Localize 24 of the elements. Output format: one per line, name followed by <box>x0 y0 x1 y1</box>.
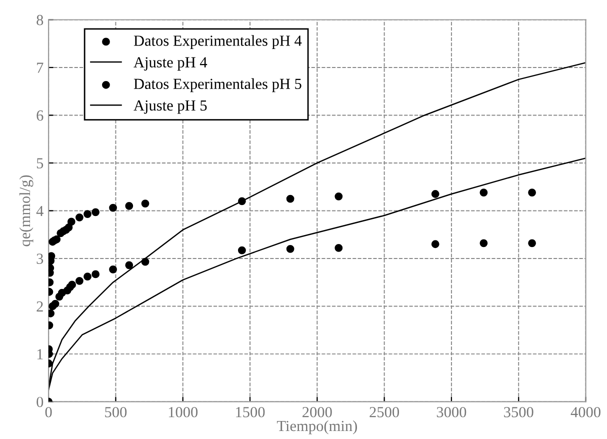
legend-label: Ajuste pH 5 <box>134 100 207 114</box>
y-tick-label: 0 <box>36 396 44 408</box>
legend-label: Datos Experimentales pH 5 <box>134 78 302 92</box>
y-tick-label: 3 <box>36 254 44 264</box>
legend-label: Datos Experimentales pH 4 <box>134 35 302 49</box>
x-axis-title: Tiempo(min) <box>276 420 357 434</box>
y-tick-label: 1 <box>37 349 43 360</box>
y-tick-label: 6 <box>36 110 44 121</box>
y-tick-label: 4 <box>36 206 44 216</box>
x-tick-label: 1500 <box>236 406 265 418</box>
legend-label: Ajuste pH 4 <box>134 57 208 71</box>
x-tick-label: 2500 <box>370 406 399 418</box>
y-axis-title: qe(mmol/g) <box>19 175 34 246</box>
y-tick-label: 5 <box>36 158 44 168</box>
x-tick-label: 0 <box>45 406 52 418</box>
x-tick-label: 2000 <box>302 406 332 418</box>
x-tick-label: 3500 <box>504 406 534 418</box>
x-tick-label: 500 <box>105 406 127 418</box>
x-tick-label: 1000 <box>168 406 198 418</box>
y-tick-label: 8 <box>36 14 44 26</box>
y-tick-label: 2 <box>36 301 43 312</box>
x-tick-label: 3000 <box>436 406 466 418</box>
x-tick-label: 4000 <box>570 406 600 418</box>
y-tick-label: 7 <box>37 62 44 73</box>
